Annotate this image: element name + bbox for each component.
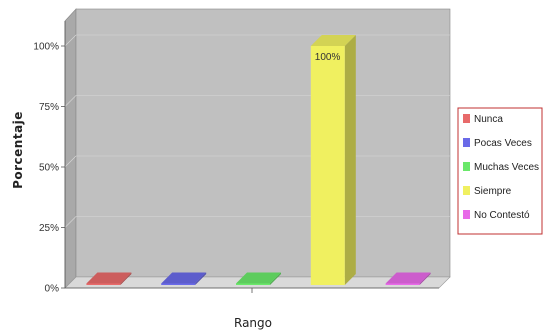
y-tick-label: 75% [39,102,59,113]
y-tick-label: 0% [45,284,60,295]
y-tick-label: 50% [39,163,59,174]
bar-side [120,272,132,285]
y-axis-label: Porcentaje [11,111,25,189]
bar-side [344,35,356,285]
legend-item: No Contestó [463,210,530,221]
legend-item: Pocas Veces [463,138,532,149]
bar-top [86,272,132,284]
bar-top [236,272,281,284]
legend-item: Nunca [463,114,503,125]
bar [161,272,207,285]
bar-side [270,272,281,285]
y-tick-label: 100% [33,42,59,53]
bar-front [236,283,270,285]
bars: 100% [86,35,431,285]
bar-front [161,283,196,285]
legend-swatch [463,186,470,195]
legend-label: Pocas Veces [474,138,532,149]
y-tick-label: 25% [39,223,59,234]
legend-swatch [463,138,470,147]
plot-background [75,8,451,278]
bar-front [86,283,121,285]
x-axis-label: Rango [234,316,272,330]
legend-item: Muchas Veces [463,162,539,173]
legend-swatch [463,114,470,123]
gridline [64,216,77,228]
bar-top [385,272,431,284]
legend-label: Nunca [474,114,503,125]
gridline [64,155,77,168]
legend-swatch [463,162,470,171]
legend-label: No Contestó [474,210,530,221]
legend-item: Siempre [463,186,512,197]
bar-side [419,272,431,285]
bar [385,272,431,285]
bar: 100% [310,35,356,285]
bar-front [385,283,420,285]
legend: Nunca Pocas Veces Muchas Veces Siempre No Co… [457,107,543,235]
bar-top [310,35,356,46]
gridline [64,95,77,107]
bar [86,272,132,285]
legend-label: Siempre [474,186,512,197]
bar [236,272,281,285]
legend-box [457,107,543,235]
plot-side-wall [64,8,77,289]
gridlines [64,34,450,228]
legend-swatch [463,210,470,219]
bar-data-label: 100% [315,52,341,63]
gridline [64,34,77,47]
y-axis-ticks: 0% 25% 50% 75% 100% [33,42,65,295]
bar-front [310,46,345,285]
bar-top [161,272,207,284]
bar-side [195,272,207,285]
legend-label: Muchas Veces [474,162,539,173]
